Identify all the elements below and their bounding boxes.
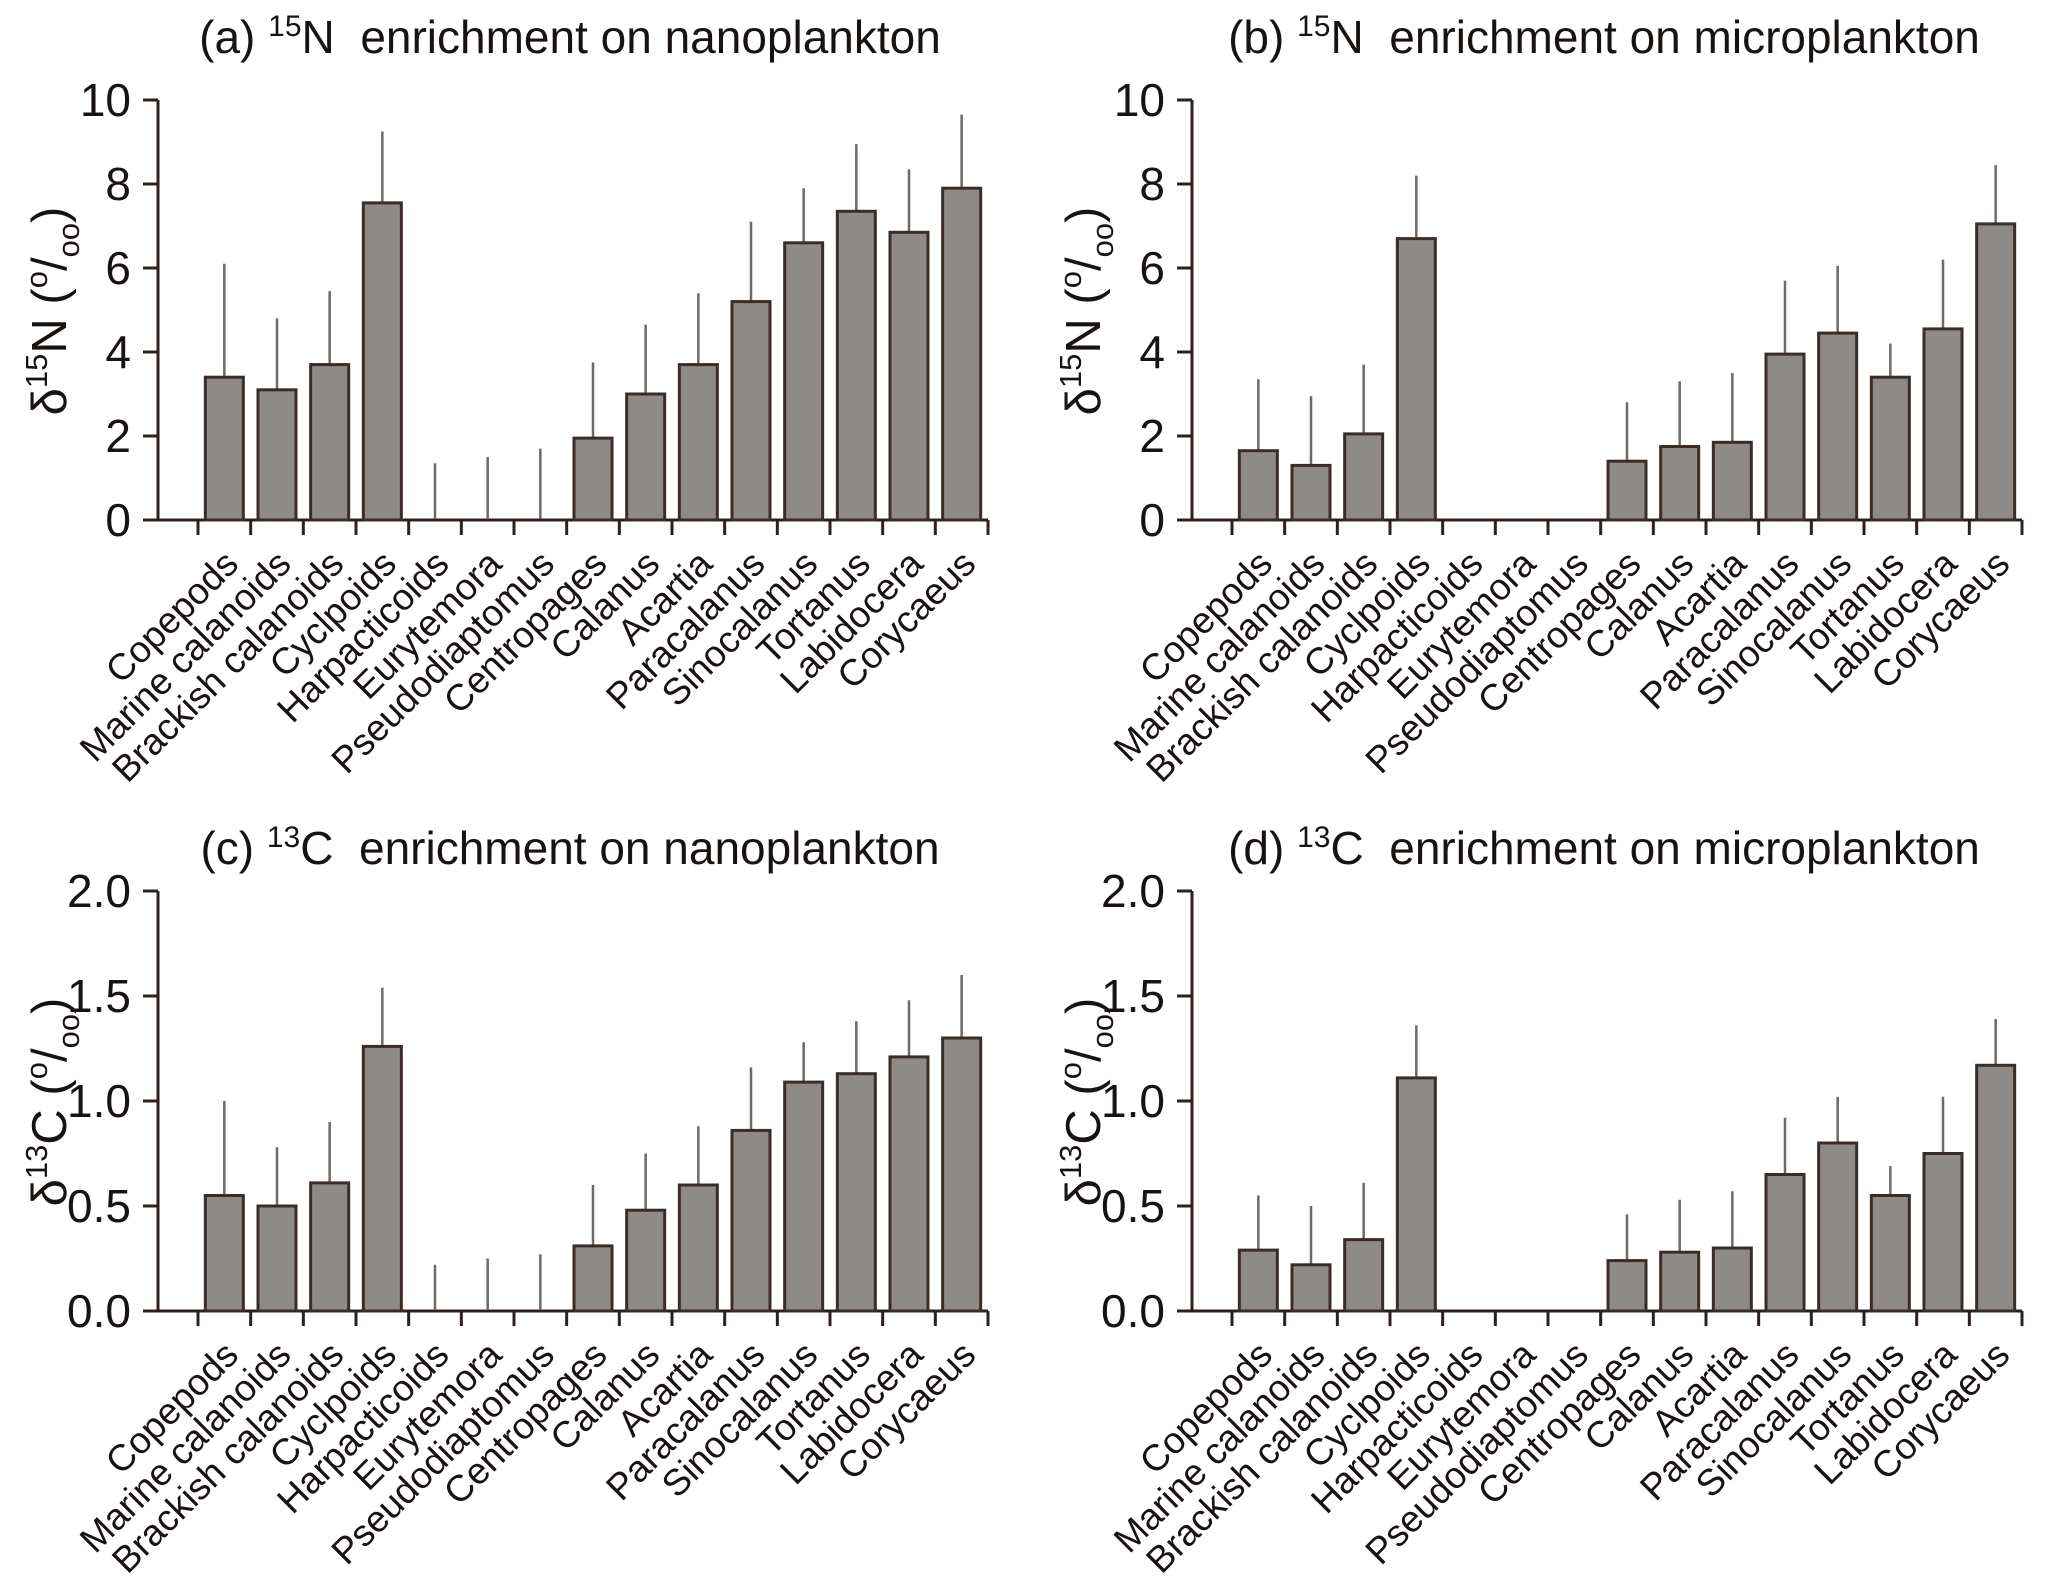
title-text: enrichment on nanoplankton [359,822,940,874]
bar-Marine calanoids [256,388,298,522]
panel-d-title: (d) 13C enrichment on microplankton [1164,821,2044,875]
y-tick-label: 0.0 [67,1285,131,1337]
bar-Copepods [203,375,245,522]
bar-Brackish calanoids [1343,1238,1385,1313]
bar-Labidocera [888,230,930,522]
bar-Cyclpoids [1395,237,1437,522]
bar-Calanus [1659,445,1701,522]
bar-Tortanus [835,209,877,522]
bar-Centropages [1606,459,1648,522]
panel-b: (b) 15N enrichment on microplankton δ15N… [1034,0,2067,791]
bar-Acartia [677,1183,719,1313]
bar-Brackish calanoids [1343,432,1385,522]
panel-c: (c) 13C enrichment on nanoplankton δ13C … [0,791,1033,1582]
bar-Corycaeus [941,1036,983,1313]
bar-Sinocalanus [1817,1141,1859,1313]
bar-Labidocera [1922,1152,1964,1313]
title-prefix: (c) [200,822,267,874]
title-prefix: (b) [1228,11,1298,63]
bar-Calanus [625,1208,667,1313]
panel-c-title: (c) 13C enrichment on nanoplankton [130,821,1010,875]
title-element: N [1330,11,1390,63]
y-tick-label: 1.0 [67,1075,131,1127]
bar-Marine calanoids [256,1204,298,1313]
bar-Cyclpoids [1395,1076,1437,1313]
bar-Tortanus [835,1072,877,1313]
bar-Centropages [572,1244,614,1313]
bar-Calanus [625,392,667,522]
title-prefix: (a) [199,11,269,63]
y-tick-label: 10 [1114,74,1165,126]
y-tick-label: 1.5 [67,970,131,1022]
bar-Copepods [1237,1248,1279,1313]
y-tick-label: 4 [105,326,131,378]
y-tick-label: 8 [1139,158,1165,210]
bar-Tortanus [1869,1194,1911,1313]
bar-Corycaeus [941,186,983,522]
title-text: enrichment on microplankton [1389,11,1980,63]
y-tick-label: 0.5 [1101,1180,1165,1232]
title-element: N [301,11,361,63]
title-isotope-superscript: 13 [1297,821,1331,854]
bar-Tortanus [1869,375,1911,522]
bar-Corycaeus [1975,1063,2017,1313]
bar-Labidocera [888,1055,930,1313]
title-text: enrichment on nanoplankton [360,11,941,63]
y-tick-label: 0 [1139,494,1165,546]
bar-Calanus [1659,1250,1701,1313]
bar-Brackish calanoids [309,363,351,522]
title-prefix: (d) [1228,822,1298,874]
title-isotope-superscript: 15 [268,10,302,43]
title-element: C [300,822,360,874]
bar-Cyclpoids [361,201,403,522]
title-text: enrichment on microplankton [1389,822,1980,874]
y-tick-label: 2 [105,410,131,462]
y-tick-label: 0.0 [1101,1285,1165,1337]
y-tick-label: 0.5 [67,1180,131,1232]
y-tick-label: 6 [105,242,131,294]
y-tick-label: 2.0 [67,865,131,917]
title-element: C [1330,822,1390,874]
panel-d: (d) 13C enrichment on microplankton δ13C… [1034,791,2067,1582]
bar-Centropages [572,436,614,522]
bar-Paracalanus [730,1128,772,1313]
bar-Labidocera [1922,327,1964,522]
y-tick-label: 1.5 [1101,970,1165,1022]
title-isotope-superscript: 15 [1297,10,1331,43]
title-isotope-superscript: 13 [266,821,301,854]
bar-Acartia [1711,440,1753,522]
bar-Acartia [1711,1246,1753,1313]
bar-Marine calanoids [1290,1263,1332,1313]
bar-Marine calanoids [1290,463,1332,522]
panel-a: (a) 15N enrichment on nanoplankton δ15N … [0,0,1033,791]
bar-Paracalanus [730,300,772,522]
bar-Acartia [677,363,719,522]
y-tick-label: 8 [105,158,131,210]
bar-Cyclpoids [361,1044,403,1313]
bar-Centropages [1606,1259,1648,1313]
y-tick-label: 2.0 [1101,865,1165,917]
bar-Paracalanus [1764,1173,1806,1313]
bar-Copepods [203,1194,245,1313]
bar-Corycaeus [1975,222,2017,522]
bar-Copepods [1237,449,1279,522]
bar-Sinocalanus [1817,331,1859,522]
y-tick-label: 1.0 [1101,1075,1165,1127]
y-tick-label: 4 [1139,326,1165,378]
bar-Sinocalanus [783,241,825,522]
bar-Paracalanus [1764,352,1806,522]
bar-Brackish calanoids [309,1181,351,1313]
panel-a-title: (a) 15N enrichment on nanoplankton [130,10,1010,64]
y-tick-label: 0 [105,494,131,546]
bar-Sinocalanus [783,1080,825,1313]
panel-b-title: (b) 15N enrichment on microplankton [1164,10,2044,64]
y-tick-label: 2 [1139,410,1165,462]
y-tick-label: 10 [80,74,131,126]
y-tick-label: 6 [1139,242,1165,294]
